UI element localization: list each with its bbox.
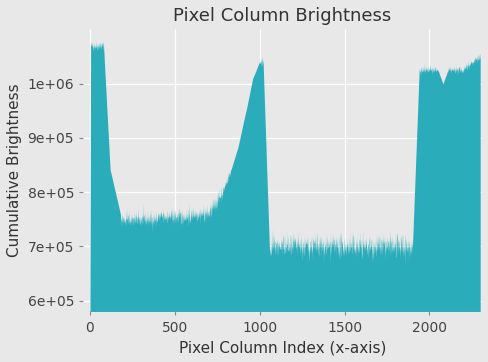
X-axis label: Pixel Column Index (x-axis): Pixel Column Index (x-axis)	[179, 340, 386, 355]
Y-axis label: Cumulative Brightness: Cumulative Brightness	[7, 84, 22, 257]
Title: Pixel Column Brightness: Pixel Column Brightness	[173, 7, 391, 25]
